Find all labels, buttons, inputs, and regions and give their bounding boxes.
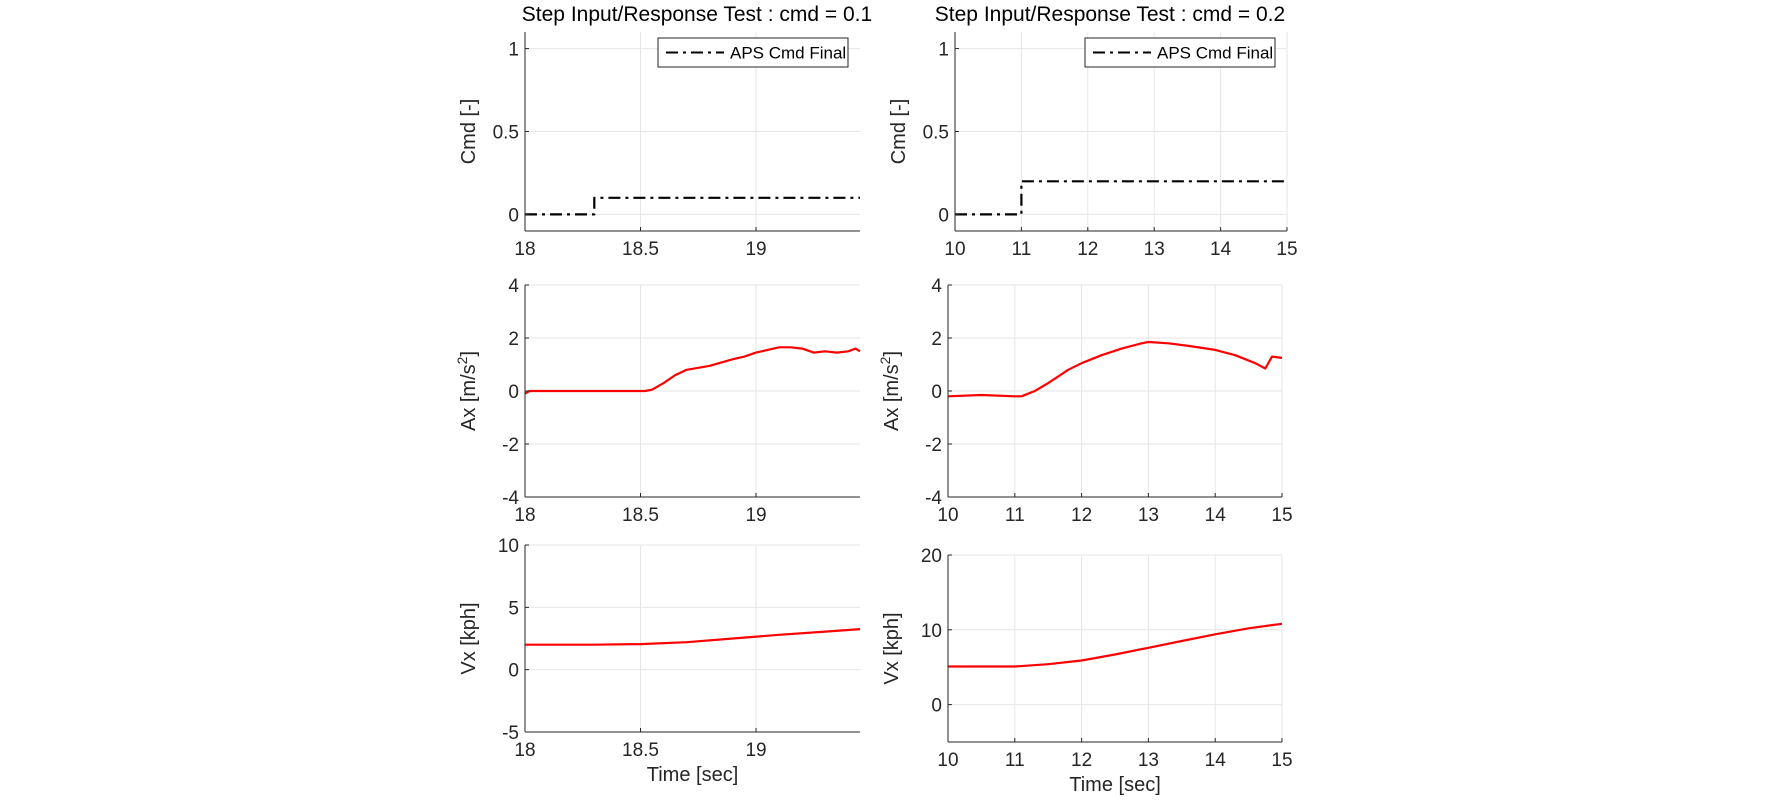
x-tick-label: 18.5: [622, 505, 659, 526]
y-tick-label: 4: [508, 276, 519, 297]
y-tick-label: 4: [931, 276, 942, 297]
y-tick-label: 0.5: [493, 123, 519, 144]
y-tick-label: -5: [502, 723, 519, 744]
y-axis-label: Cmd [-]: [888, 99, 910, 165]
x-tick-label: 11: [1012, 239, 1032, 260]
x-tick-label: 18: [514, 740, 535, 761]
y-tick-label: 2: [931, 329, 942, 350]
legend-label: APS Cmd Final: [730, 44, 846, 63]
x-tick-label: 13: [1144, 239, 1165, 260]
x-tick-label: 13: [1138, 750, 1159, 771]
y-tick-label: -2: [925, 435, 942, 456]
x-tick-label: 19: [745, 505, 766, 526]
x-tick-label: 12: [1077, 239, 1098, 260]
y-tick-label: 0: [508, 661, 519, 682]
y-tick-label: 0: [931, 696, 942, 717]
series-line-1: [948, 340, 1283, 398]
y-axis-label: Ax [m/s2]: [454, 351, 480, 431]
series-line-1: [525, 628, 861, 646]
y-tick-label: -4: [925, 488, 942, 509]
x-tick-label: 14: [1205, 505, 1227, 526]
title-right: Step Input/Response Test : cmd = 0.2: [935, 3, 1285, 26]
title-left: Step Input/Response Test : cmd = 0.1: [522, 3, 872, 26]
y-tick-label: 10: [921, 621, 942, 642]
x-tick-label: 19: [745, 740, 766, 761]
series-line-1: [525, 196, 860, 216]
subplot-5: 18 18.5 19 -5 0 5 10 Vx [kph] Time [sec]: [458, 536, 861, 786]
x-axis-label: Time [sec]: [1069, 774, 1161, 796]
y-axis-label-exponent: 2: [877, 356, 893, 364]
y-tick-label: 0: [508, 205, 519, 226]
x-tick-label: 15: [1271, 505, 1292, 526]
y-axis-label-exponent: 2: [454, 356, 470, 364]
y-tick-label: 2: [508, 329, 519, 350]
x-tick-label: 18: [514, 239, 535, 260]
y-tick-label: 0: [938, 205, 949, 226]
subplot-3: 18 18.5 19 -4 -2 0 2 4 Ax [m/s2]: [454, 276, 861, 526]
y-tick-label: 0: [508, 382, 519, 403]
y-axis-label: Vx [kph]: [881, 612, 903, 684]
y-tick-label: 0.5: [923, 123, 949, 144]
series-line-1: [955, 180, 1287, 216]
x-tick-label: 11: [1005, 505, 1025, 526]
legend-box: [1084, 37, 1276, 68]
x-tick-label: 18.5: [622, 239, 659, 260]
subplot-1: 18 18.5 19 0 0.5 1 Cmd [-] APS Cmd Final: [458, 32, 860, 260]
x-tick-label: 10: [937, 750, 958, 771]
x-tick-label: 14: [1205, 750, 1227, 771]
series-line-1: [948, 622, 1283, 668]
y-tick-label: -4: [502, 488, 519, 509]
x-tick-label: 18.5: [622, 740, 659, 761]
y-axis-label: Cmd [-]: [458, 99, 480, 165]
subplot-6: 10 11 12 13 14 15 0 10 20 Vx [kph] Time [sec]: [881, 546, 1293, 796]
x-tick-label: 12: [1071, 505, 1092, 526]
y-axis-label: Vx [kph]: [458, 602, 480, 674]
y-tick-label: 20: [921, 546, 942, 567]
x-tick-label: 14: [1210, 239, 1232, 260]
y-tick-label: 0: [931, 382, 942, 403]
x-tick-label: 10: [937, 505, 958, 526]
x-tick-label: 13: [1138, 505, 1159, 526]
x-tick-label: 15: [1271, 750, 1292, 771]
x-tick-label: 19: [745, 239, 766, 260]
y-tick-label: 1: [508, 40, 519, 61]
y-tick-label: 5: [508, 598, 519, 619]
x-tick-label: 10: [944, 239, 965, 260]
y-axis-label: Ax [m/s2]: [877, 351, 903, 431]
legend-box: [657, 37, 849, 68]
plot-area: [525, 545, 860, 732]
legend-label: APS Cmd Final: [1157, 44, 1273, 63]
subplot-4: 10 11 12 13 14 15 -4 -2 0 2 4 Ax [m/s2]: [877, 276, 1293, 526]
y-tick-label: -2: [502, 435, 519, 456]
x-tick-label: 12: [1071, 750, 1092, 771]
legend: APS Cmd Final: [657, 37, 849, 68]
legend: APS Cmd Final: [1084, 37, 1276, 68]
x-tick-label: 11: [1005, 750, 1025, 771]
series-line-1: [525, 346, 861, 395]
y-tick-label: 10: [498, 536, 519, 557]
y-tick-label: 1: [938, 40, 949, 61]
x-tick-label: 15: [1276, 239, 1297, 260]
plot-area: [948, 555, 1282, 742]
subplot-2: 10 11 12 13 14 15 0 0.5 1 Cmd [-] APS Cmd Final: [888, 32, 1298, 260]
x-axis-label: Time [sec]: [647, 764, 739, 786]
x-tick-label: 18: [514, 505, 535, 526]
